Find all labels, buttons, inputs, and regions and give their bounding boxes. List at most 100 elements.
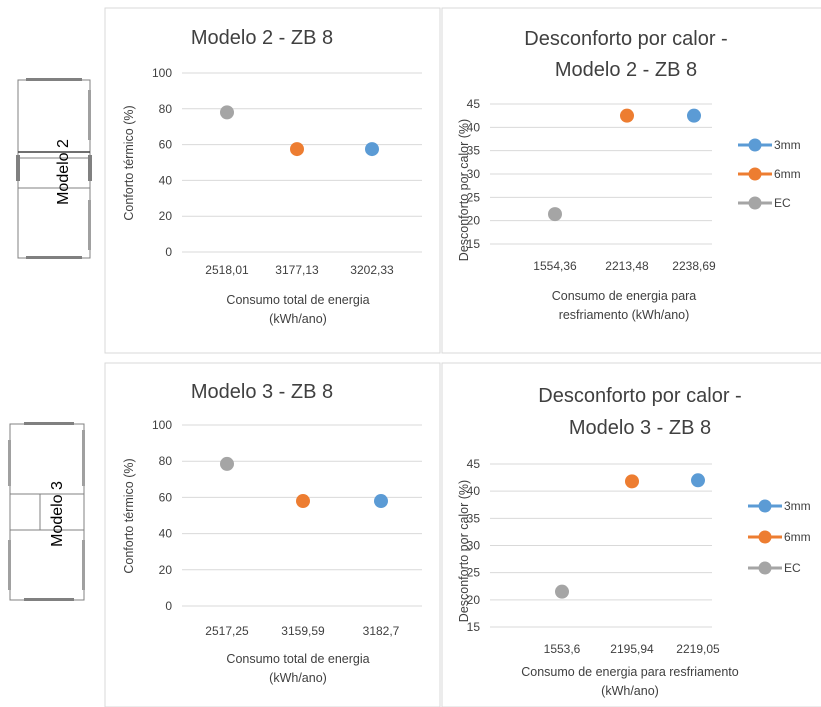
y-tick-label: 15 — [467, 237, 481, 251]
y-tick-label: 30 — [467, 539, 481, 553]
data-point-3mm — [687, 108, 701, 123]
data-point-6mm — [296, 494, 310, 509]
legend-marker — [748, 167, 762, 181]
y-tick-label: 40 — [159, 173, 173, 187]
data-point-3mm — [691, 473, 705, 488]
x-tick-label: 3177,13 — [275, 263, 319, 277]
x-tick-label: 2517,25 — [205, 624, 249, 638]
x-tick-label: 3202,33 — [350, 263, 394, 277]
legend-label: 3mm — [774, 138, 801, 152]
x-axis-label-line-2: resfriamento (kWh/ano) — [559, 308, 690, 322]
y-tick-label: 35 — [467, 511, 481, 525]
legend-label: 6mm — [784, 530, 811, 544]
data-point-ec — [548, 207, 562, 222]
y-tick-label: 20 — [159, 209, 173, 223]
legend-entry-ec: EC — [748, 561, 801, 575]
legend-marker — [748, 138, 762, 152]
x-tick-label: 2518,01 — [205, 263, 249, 277]
y-tick-label: 0 — [165, 599, 172, 613]
legend-label: EC — [784, 561, 801, 575]
y-tick-label: 20 — [467, 593, 481, 607]
data-point-ec — [220, 456, 234, 471]
y-axis-label: Desconforto por calor (%) — [457, 119, 471, 261]
chart-title: Modelo 2 - ZB 8 — [191, 27, 333, 49]
legend-entry-6mm: 6mm — [738, 167, 801, 181]
y-tick-label: 45 — [467, 97, 481, 111]
y-tick-label: 100 — [152, 418, 172, 432]
y-tick-label: 80 — [159, 454, 173, 468]
y-tick-label: 30 — [467, 167, 481, 181]
y-tick-label: 35 — [467, 144, 481, 158]
x-tick-label: 3182,7 — [363, 624, 400, 638]
y-tick-label: 80 — [159, 102, 173, 116]
y-tick-label: 40 — [467, 120, 481, 134]
modelo3-outline — [9, 423, 85, 601]
y-tick-label: 40 — [159, 527, 173, 541]
chart-4: Desconforto por calor - Modelo 3 - ZB 8 15… — [457, 385, 811, 698]
x-tick-label: 2238,69 — [672, 259, 716, 273]
y-axis-label: Conforto térmico (%) — [122, 458, 136, 573]
modelo2-schematic: Modelo 2 — [16, 78, 92, 259]
legend-entry-3mm: 3mm — [738, 138, 801, 152]
legend-marker — [758, 561, 772, 575]
x-tick-label: 3159,59 — [281, 624, 325, 638]
data-point-6mm — [290, 142, 304, 157]
y-tick-label: 40 — [467, 484, 481, 498]
x-tick-label: 1554,36 — [533, 259, 577, 273]
x-tick-label: 2219,05 — [676, 642, 720, 656]
legend-marker — [748, 196, 762, 210]
y-tick-label: 25 — [467, 190, 481, 204]
chart-3: Modelo 3 - ZB 8 0 20 40 60 80 100 2517,25 3159,5… — [122, 381, 422, 685]
y-tick-label: 20 — [159, 563, 173, 577]
y-tick-label: 45 — [467, 457, 481, 471]
legend-label: EC — [774, 196, 791, 210]
chart-1: Modelo 2 - ZB 8 0 20 40 60 80 100 2518,01 3177,1… — [122, 27, 422, 326]
legend-label: 3mm — [784, 499, 811, 513]
chart-2: Desconforto por calor - Modelo 2 - ZB 8 15… — [457, 28, 801, 322]
x-axis-label-line-1: Consumo de energia para — [552, 289, 697, 303]
panel-modelo2-desconforto — [441, 7, 821, 354]
legend-entry-3mm: 3mm — [748, 499, 811, 513]
chart-title-line-1: Desconforto por calor - — [524, 28, 727, 50]
chart-title-line-2: Modelo 2 - ZB 8 — [555, 59, 697, 81]
x-axis-label-line-1: Consumo total de energia — [226, 652, 369, 666]
modelo2-label: Modelo 2 — [55, 139, 72, 205]
legend-marker — [758, 499, 772, 513]
y-tick-label: 100 — [152, 66, 172, 80]
y-tick-label: 60 — [159, 138, 173, 152]
data-point-3mm — [374, 494, 388, 509]
chart-title-line-2: Modelo 3 - ZB 8 — [569, 417, 711, 439]
x-tick-label: 1553,6 — [544, 642, 581, 656]
modelo2-outline — [17, 79, 91, 259]
data-point-6mm — [620, 108, 634, 123]
data-point-6mm — [625, 474, 639, 489]
data-point-ec — [555, 584, 569, 599]
x-tick-label: 2195,94 — [610, 642, 654, 656]
x-axis-label-line-2: (kWh/ano) — [269, 312, 327, 326]
modelo3-schematic: Modelo 3 — [8, 422, 85, 601]
y-tick-label: 0 — [165, 245, 172, 259]
legend-entry-ec: EC — [738, 196, 791, 210]
x-axis-label-line-1: Consumo de energia para resfriamento — [521, 665, 739, 679]
chart-title: Modelo 3 - ZB 8 — [191, 381, 333, 403]
modelo3-label: Modelo 3 — [49, 481, 66, 547]
panel-modelo3-conforto — [104, 362, 441, 707]
legend-label: 6mm — [774, 167, 801, 181]
legend-entry-6mm: 6mm — [748, 530, 811, 544]
x-axis-label-line-2: (kWh/ano) — [601, 684, 659, 698]
data-point-ec — [220, 105, 234, 120]
y-tick-label: 60 — [159, 490, 173, 504]
y-axis-label: Desconforto por calor (%) — [457, 480, 471, 622]
x-axis-label-line-1: Consumo total de energia — [226, 293, 369, 307]
legend-marker — [758, 530, 772, 544]
x-tick-label: 2213,48 — [605, 259, 649, 273]
data-point-3mm — [365, 142, 379, 157]
y-axis-label: Conforto térmico (%) — [122, 105, 136, 220]
panel-modelo3-desconforto — [441, 362, 821, 707]
y-tick-label: 15 — [467, 620, 481, 634]
y-tick-label: 25 — [467, 566, 481, 580]
y-tick-label: 20 — [467, 214, 481, 228]
x-axis-label-line-2: (kWh/ano) — [269, 671, 327, 685]
chart-title-line-1: Desconforto por calor - — [538, 385, 741, 407]
